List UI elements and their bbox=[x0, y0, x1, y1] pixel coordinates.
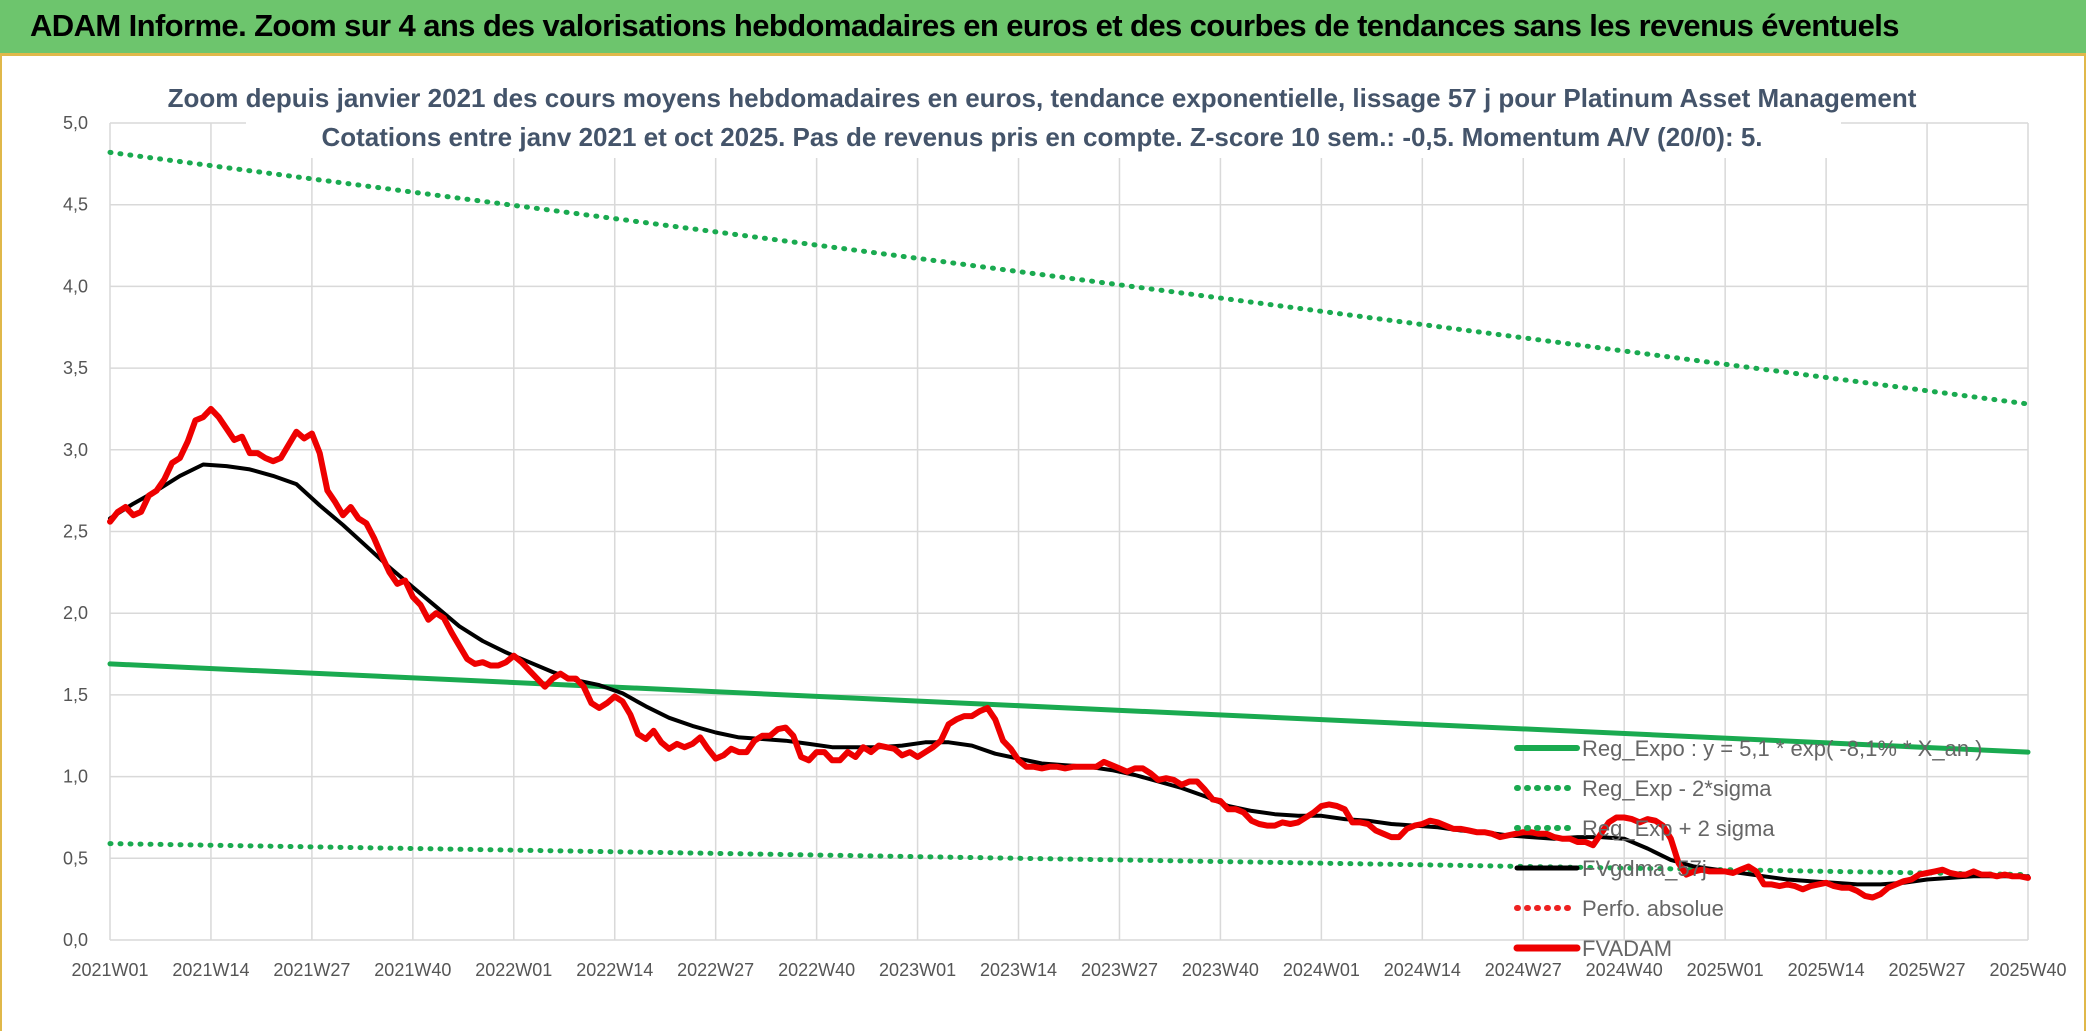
x-tick-label: 2025W14 bbox=[1788, 960, 1865, 980]
chart-title-line-2: Cotations entre janv 2021 et oct 2025. P… bbox=[321, 122, 1762, 152]
y-tick-label: 4,0 bbox=[63, 276, 88, 296]
series-line-fvadam bbox=[107, 405, 2031, 901]
chart-title-line-1: Zoom depuis janvier 2021 des cours moyen… bbox=[168, 83, 1917, 113]
y-tick-label: 1,5 bbox=[63, 685, 88, 705]
x-tick-label: 2021W14 bbox=[172, 960, 249, 980]
y-tick-label: 4,5 bbox=[63, 195, 88, 215]
x-tick-label: 2021W40 bbox=[374, 960, 451, 980]
series-line-reg-expo-y-5-1-exp-8-1-x-an bbox=[107, 661, 2031, 755]
y-tick-label: 0,0 bbox=[63, 930, 88, 950]
y-tick-label: 2,0 bbox=[63, 603, 88, 623]
legend-label: Reg_Expo : y = 5,1 * exp( -8,1% * X_an ) bbox=[1582, 736, 1983, 761]
legend-label: FVADAM bbox=[1582, 936, 1672, 961]
legend-label: Reg_Exp + 2 sigma bbox=[1582, 816, 1775, 841]
chart-legend: Reg_Expo : y = 5,1 * exp( -8,1% * X_an )… bbox=[1513, 736, 1983, 961]
x-tick-label: 2021W27 bbox=[273, 960, 350, 980]
legend-label: Perfo. absolue bbox=[1582, 896, 1724, 921]
x-tick-label: 2025W27 bbox=[1889, 960, 1966, 980]
series-line-reg-exp-2-sigma bbox=[107, 149, 2031, 407]
y-axis-ticks: 0,0 0,5 1,0 1,5 2,0 2,5 3,0 3,5 4,0 4,5 5,0 bbox=[63, 113, 88, 950]
y-tick-label: 3,5 bbox=[63, 358, 88, 378]
x-tick-label: 2022W01 bbox=[475, 960, 552, 980]
x-tick-label: 2023W01 bbox=[879, 960, 956, 980]
chart-title-background bbox=[246, 76, 1841, 158]
x-tick-label: 2024W40 bbox=[1586, 960, 1663, 980]
x-tick-label: 2024W14 bbox=[1384, 960, 1461, 980]
x-tick-label: 2024W01 bbox=[1283, 960, 1360, 980]
x-tick-label: 2022W40 bbox=[778, 960, 855, 980]
chart-frame: 0,0 0,5 1,0 1,5 2,0 2,5 3,0 3,5 4,0 4,5 5,0 2021W0… bbox=[0, 56, 2086, 1031]
report-banner: ADAM Informe. Zoom sur 4 ans des valoris… bbox=[0, 0, 2086, 56]
legend-label: Reg_Exp - 2*sigma bbox=[1582, 776, 1772, 801]
x-tick-label: 2025W01 bbox=[1687, 960, 1764, 980]
y-tick-label: 2,5 bbox=[63, 522, 88, 542]
x-tick-label: 2024W27 bbox=[1485, 960, 1562, 980]
x-tick-label: 2023W14 bbox=[980, 960, 1057, 980]
y-tick-label: 5,0 bbox=[63, 113, 88, 133]
report-title: ADAM Informe. Zoom sur 4 ans des valoris… bbox=[30, 8, 1900, 43]
x-tick-label: 2023W27 bbox=[1081, 960, 1158, 980]
price-chart: 0,0 0,5 1,0 1,5 2,0 2,5 3,0 3,5 4,0 4,5 5,0 2021W0… bbox=[63, 76, 2067, 980]
y-tick-label: 3,0 bbox=[63, 440, 88, 460]
chart-series bbox=[107, 149, 2031, 901]
y-tick-label: 1,0 bbox=[63, 767, 88, 787]
x-axis-ticks: 2021W01 2021W14 2021W27 2021W40 2022W01 2022W… bbox=[71, 960, 2066, 980]
y-tick-label: 0,5 bbox=[63, 848, 88, 868]
x-tick-label: 2023W40 bbox=[1182, 960, 1259, 980]
x-tick-label: 2021W01 bbox=[71, 960, 148, 980]
legend-label: FVgdma_57j bbox=[1582, 856, 1707, 881]
x-tick-label: 2022W27 bbox=[677, 960, 754, 980]
x-tick-label: 2025W40 bbox=[1989, 960, 2066, 980]
x-tick-label: 2022W14 bbox=[576, 960, 653, 980]
